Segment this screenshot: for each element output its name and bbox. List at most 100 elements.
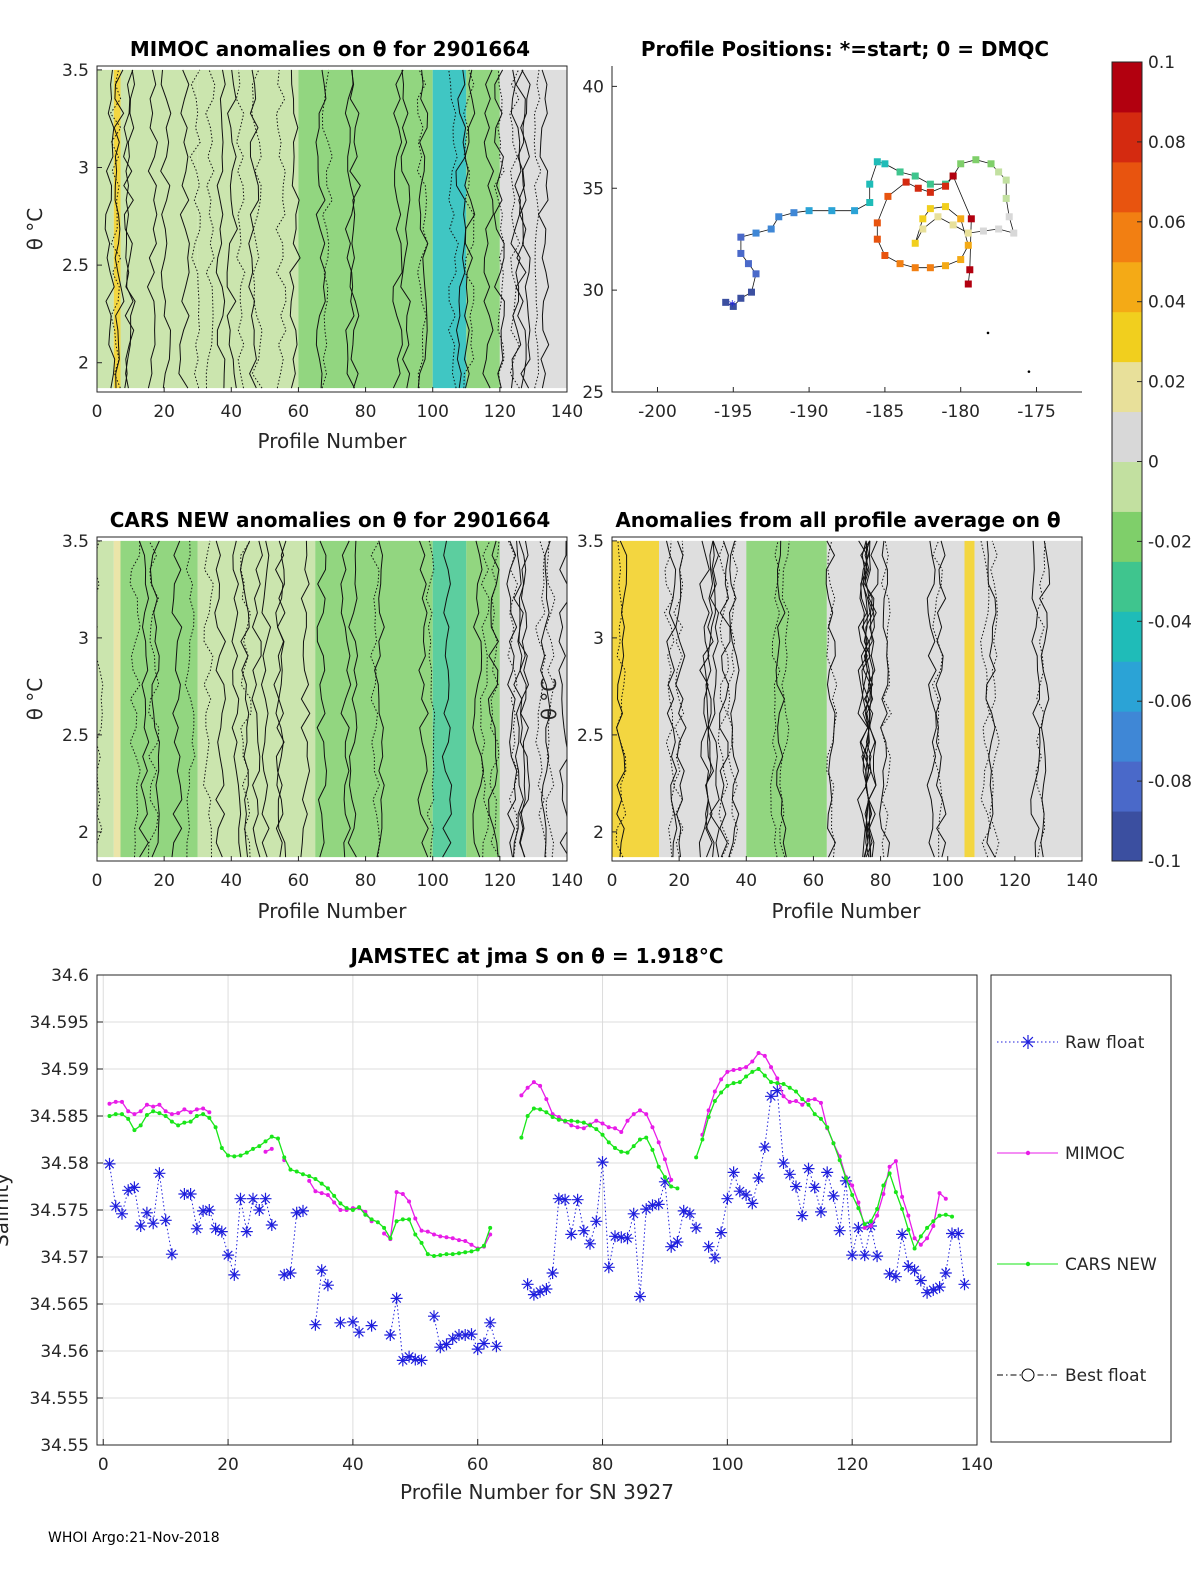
raw-point (958, 1278, 971, 1291)
contour-line-18 (826, 540, 838, 858)
colorbar-cell-5 (1112, 561, 1142, 612)
series-point (812, 1097, 817, 1102)
track-point-45 (942, 262, 950, 270)
x-tick-label: 60 (288, 402, 310, 422)
raw-point (577, 1224, 590, 1237)
contour-line-10 (719, 540, 731, 858)
raw-point (540, 1283, 553, 1295)
x-tick-label: 80 (355, 402, 377, 422)
series-point (119, 1099, 124, 1104)
series-point (475, 1247, 480, 1252)
series-point (294, 1169, 299, 1174)
raw-point (765, 1090, 777, 1103)
series-point (400, 1192, 405, 1197)
legend-label: Best float (1065, 1366, 1147, 1386)
series-point (531, 1106, 536, 1111)
track-point-28 (1002, 176, 1010, 184)
heat-band-3 (826, 540, 965, 858)
series-point (631, 1144, 636, 1149)
y-tick-label: 2 (593, 823, 604, 843)
x-tick-label: -185 (866, 402, 905, 422)
raw-point (284, 1267, 297, 1279)
track-point-60 (964, 280, 972, 288)
raw-point (471, 1343, 484, 1356)
series-point (706, 1114, 711, 1119)
series-point (394, 1190, 399, 1195)
series-point (731, 1067, 736, 1072)
y-tick-label: 34.55 (40, 1436, 89, 1456)
series-point (600, 1132, 605, 1137)
contour-line-29 (113, 69, 125, 389)
legend-item-raw-float: Raw float (997, 1033, 1145, 1053)
series-point (750, 1069, 755, 1074)
colorbar-cell-1 (1112, 761, 1142, 812)
series-point (213, 1125, 218, 1130)
series-point (669, 1177, 674, 1182)
colorbar-cell-7 (1112, 461, 1142, 512)
series-point (575, 1125, 580, 1130)
colorbar-tick-label: 0.06 (1148, 213, 1186, 233)
series-point (656, 1164, 661, 1169)
track-point-18 (881, 160, 889, 168)
contour-line-37 (728, 540, 740, 858)
x-tick-label: 40 (342, 1455, 364, 1475)
positions-axes (611, 66, 1082, 393)
raw-point (815, 1205, 827, 1218)
raw-point (365, 1319, 378, 1332)
series-point (519, 1135, 524, 1140)
series-point (400, 1217, 405, 1222)
y-tick-label: 2 (78, 823, 89, 843)
series-point (862, 1225, 867, 1230)
series-point (432, 1232, 437, 1237)
raw-point (584, 1237, 596, 1250)
series-point (151, 1109, 156, 1114)
salinity-legend: Raw float MIMOC CARS NEW Best float (990, 974, 1172, 1443)
legend-item-cars-new: CARS NEW (997, 1255, 1157, 1275)
track-point-20 (911, 172, 919, 180)
track-point-2 (737, 294, 745, 302)
series-point (126, 1109, 131, 1114)
contour-line-4 (926, 540, 937, 858)
series-point (219, 1145, 224, 1150)
series-point (338, 1208, 343, 1212)
series-point (744, 1074, 749, 1079)
raw-point (384, 1329, 397, 1341)
legend-marker (1021, 1368, 1035, 1382)
contour-line-25 (985, 540, 997, 858)
x-tick-label: 80 (870, 871, 892, 891)
track-point-53 (902, 178, 910, 186)
series-point (794, 1089, 799, 1094)
raw-point (634, 1290, 646, 1303)
raw-point (465, 1328, 478, 1341)
series-point (382, 1225, 387, 1230)
series-point (481, 1243, 486, 1248)
contour-line-14 (487, 540, 500, 858)
series-point (943, 1196, 948, 1201)
series-point (382, 1231, 387, 1236)
contour-line-5 (226, 69, 238, 389)
colorbar-cell-4 (1112, 611, 1142, 662)
series-point (307, 1178, 312, 1183)
contour-line-17 (558, 540, 567, 855)
series-point (375, 1220, 380, 1225)
raw-point (946, 1227, 958, 1240)
mimoc-title: MIMOC anomalies on θ for 2901664 (130, 37, 530, 61)
y-tick-label: 3 (593, 629, 604, 649)
x-tick-label: 120 (484, 871, 516, 891)
raw-point (147, 1217, 160, 1230)
series-point (263, 1149, 268, 1154)
mimoc-xlabel: Profile Number (258, 429, 408, 453)
raw-point (790, 1180, 802, 1193)
series-point (600, 1121, 605, 1126)
raw-point (165, 1248, 178, 1261)
track-point-8 (752, 229, 760, 237)
series-point (157, 1102, 162, 1107)
series-point (138, 1109, 143, 1114)
x-tick-label: 0 (92, 402, 103, 422)
series-point (893, 1159, 898, 1164)
mimoc-ylabel: θ °C (23, 208, 47, 251)
series-point (893, 1190, 898, 1195)
series-point (925, 1225, 930, 1230)
contour-line-9 (251, 69, 263, 389)
